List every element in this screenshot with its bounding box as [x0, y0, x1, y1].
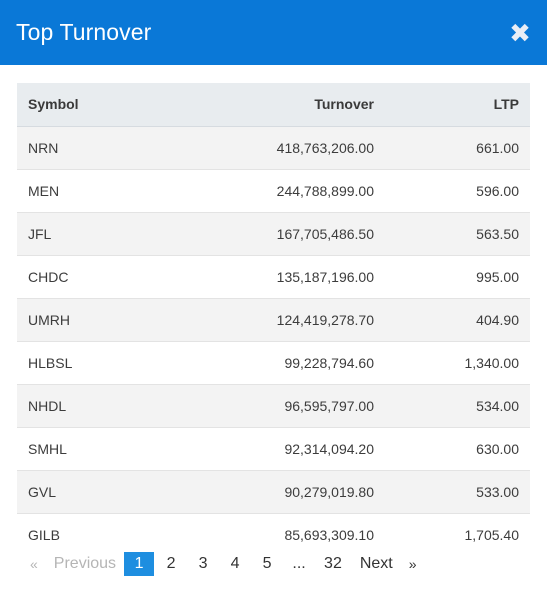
table-row[interactable]: JFL 167,705,486.50 563.50 [17, 211, 530, 255]
symbol-cell: MEN [17, 168, 177, 212]
turnover-table: Symbol Turnover LTP NRN 418,763,206.00 661… [17, 83, 530, 556]
ltp-cell: 533.00 [377, 469, 530, 513]
turnover-cell: 85,693,309.10 [177, 512, 377, 556]
table-row[interactable]: SMHL 92,314,094.20 630.00 [17, 426, 530, 470]
ltp-cell: 661.00 [377, 125, 530, 169]
table-row[interactable]: NHDL 96,595,797.00 534.00 [17, 383, 530, 427]
table-header: Symbol Turnover LTP [17, 83, 530, 127]
table-row[interactable]: CHDC 135,187,196.00 995.00 [17, 254, 530, 298]
page-button-1[interactable]: 1 [124, 552, 155, 576]
page-button-2[interactable]: 2 [166, 555, 176, 572]
table-row[interactable]: HLBSL 99,228,794.60 1,340.00 [17, 340, 530, 384]
ltp-cell: 630.00 [377, 426, 530, 470]
turnover-cell: 167,705,486.50 [177, 211, 377, 255]
previous-button: Previous [53, 555, 117, 572]
page-button-32[interactable]: 32 [324, 555, 342, 572]
ltp-column-header[interactable]: LTP [377, 83, 530, 127]
symbol-cell: SMHL [17, 426, 177, 470]
symbol-cell: GILB [17, 512, 177, 556]
modal-title: Top Turnover [16, 19, 152, 45]
symbol-cell: CHDC [17, 254, 177, 298]
turnover-cell: 99,228,794.60 [177, 340, 377, 384]
turnover-cell: 92,314,094.20 [177, 426, 377, 470]
turnover-table-container: Symbol Turnover LTP NRN 418,763,206.00 661… [17, 83, 530, 556]
header-row: Symbol Turnover LTP [17, 83, 530, 127]
ltp-cell: 563.50 [377, 211, 530, 255]
table-row[interactable]: GILB 85,693,309.10 1,705.40 [17, 512, 530, 556]
ltp-cell: 995.00 [377, 254, 530, 298]
next-arrow-icon[interactable]: » [408, 556, 417, 572]
page-button-4[interactable]: 4 [230, 555, 240, 572]
table-row[interactable]: MEN 244,788,899.00 596.00 [17, 168, 530, 212]
table-row[interactable]: NRN 418,763,206.00 661.00 [17, 125, 530, 169]
turnover-cell: 418,763,206.00 [177, 125, 377, 169]
turnover-cell: 90,279,019.80 [177, 469, 377, 513]
symbol-cell: NRN [17, 125, 177, 169]
symbol-cell: NHDL [17, 383, 177, 427]
table-body: NRN 418,763,206.00 661.00 MEN 244,788,899.00… [17, 125, 530, 556]
turnover-column-header[interactable]: Turnover [177, 83, 377, 127]
table-row[interactable]: GVL 90,279,019.80 533.00 [17, 469, 530, 513]
table-row[interactable]: UMRH 124,419,278.70 404.90 [17, 297, 530, 341]
turnover-cell: 96,595,797.00 [177, 383, 377, 427]
page-button-3[interactable]: 3 [198, 555, 208, 572]
ltp-cell: 1,705.40 [377, 512, 530, 556]
pagination: « Previous 1 2 3 4 5 ... 32 Next » [22, 552, 425, 576]
turnover-cell: 135,187,196.00 [177, 254, 377, 298]
modal-header: Top Turnover ✖ [0, 0, 547, 65]
ltp-cell: 534.00 [377, 383, 530, 427]
ltp-cell: 596.00 [377, 168, 530, 212]
symbol-cell: HLBSL [17, 340, 177, 384]
ltp-cell: 404.90 [377, 297, 530, 341]
turnover-cell: 124,419,278.70 [177, 297, 377, 341]
symbol-cell: JFL [17, 211, 177, 255]
next-button[interactable]: Next [359, 555, 393, 572]
close-icon[interactable]: ✖ [509, 17, 531, 48]
turnover-cell: 244,788,899.00 [177, 168, 377, 212]
pagination-ellipsis: ... [292, 555, 306, 572]
symbol-cell: GVL [17, 469, 177, 513]
page-button-5[interactable]: 5 [262, 555, 272, 572]
symbol-cell: UMRH [17, 297, 177, 341]
ltp-cell: 1,340.00 [377, 340, 530, 384]
symbol-column-header[interactable]: Symbol [17, 83, 177, 127]
previous-arrow-icon: « [30, 556, 38, 572]
